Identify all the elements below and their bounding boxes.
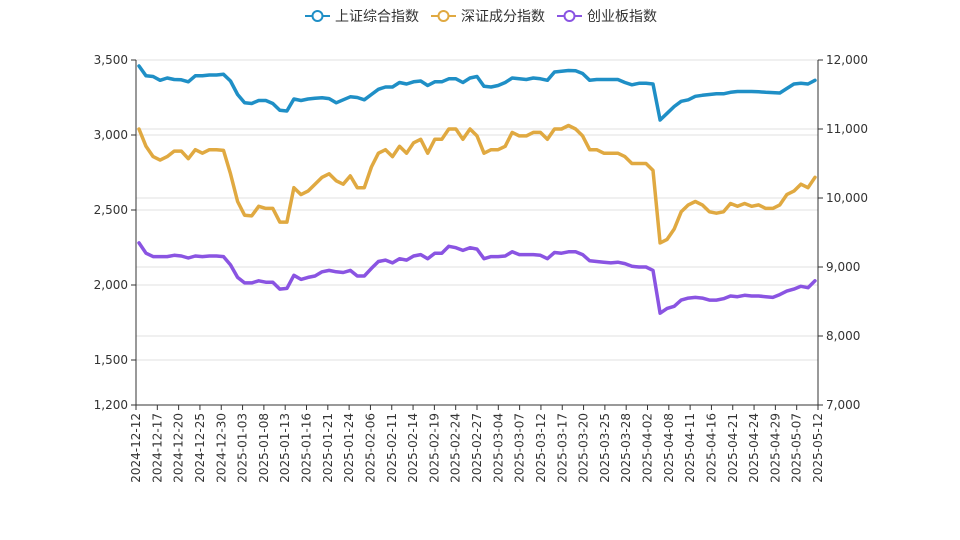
legend-marker-szse — [437, 10, 450, 22]
x-tick-label: 2025-04-02 — [641, 413, 655, 483]
x-tick-label: 2025-01-03 — [236, 413, 250, 483]
legend: 上证综合指数 深证成分指数 创业板指数 — [305, 9, 657, 25]
left-tick-label: 3,500 — [94, 53, 128, 67]
x-tick-label: 2025-02-11 — [385, 413, 399, 483]
x-tick-label: 2024-12-17 — [150, 413, 164, 483]
series-line-1 — [137, 123, 817, 245]
x-tick-label: 2025-01-16 — [300, 413, 314, 483]
x-tick-label: 2025-04-16 — [704, 413, 718, 483]
x-tick-label: 2024-12-25 — [193, 413, 207, 483]
series-line-0 — [137, 64, 817, 122]
series-line-2 — [137, 241, 817, 315]
legend-item-chinext[interactable]: 创业板指数 — [557, 9, 657, 25]
x-tick-label: 2025-03-04 — [491, 413, 505, 483]
x-tick-label: 2025-04-29 — [768, 413, 782, 483]
x-tick-label: 2025-01-08 — [257, 413, 271, 483]
x-tick-label: 2025-03-17 — [555, 413, 569, 483]
right-tick-label: 12,000 — [826, 53, 868, 67]
left-tick-label: 1,500 — [94, 353, 128, 367]
x-tick-label: 2025-04-24 — [747, 413, 761, 483]
x-tick-label: 2025-03-25 — [598, 413, 612, 483]
x-tick-label: 2025-02-06 — [363, 413, 377, 483]
x-tick-label: 2025-03-28 — [619, 413, 633, 483]
right-tick-label: 11,000 — [826, 122, 868, 136]
legend-marker-sse — [311, 10, 324, 22]
left-tick-label: 2,500 — [94, 203, 128, 217]
x-tick-label: 2024-12-12 — [129, 413, 143, 483]
x-tick-label: 2025-01-24 — [342, 413, 356, 483]
legend-label-chinext: 创业板指数 — [587, 9, 657, 25]
legend-item-szse[interactable]: 深证成分指数 — [431, 9, 545, 25]
right-tick-label: 10,000 — [826, 191, 868, 205]
x-tick-label: 2025-05-12 — [811, 413, 825, 483]
x-tick-label: 2025-05-07 — [790, 413, 804, 483]
x-tick-label: 2025-03-07 — [513, 413, 527, 483]
x-tick-label: 2025-04-08 — [662, 413, 676, 483]
x-tick-label: 2025-03-20 — [577, 413, 591, 483]
right-tick-label: 9,000 — [826, 260, 860, 274]
legend-label-szse: 深证成分指数 — [461, 9, 545, 25]
x-tick-label: 2025-02-19 — [427, 413, 441, 483]
axes: 3,500 3,000 2,500 2,000 1,500 1,200 12,000 11,0… — [94, 53, 868, 483]
left-tick-label: 3,000 — [94, 128, 128, 142]
x-tick-label: 2024-12-30 — [214, 413, 228, 483]
x-tick-label: 2025-02-14 — [406, 413, 420, 483]
right-tick-label: 8,000 — [826, 329, 860, 343]
x-tick-label: 2025-02-27 — [470, 413, 484, 483]
left-tick-label: 2,000 — [94, 278, 128, 292]
legend-item-sse[interactable]: 上证综合指数 — [305, 9, 419, 25]
x-tick-label: 2025-03-12 — [534, 413, 548, 483]
right-tick-label: 7,000 — [826, 398, 860, 412]
x-tick-label: 2025-04-11 — [683, 413, 697, 483]
grid — [136, 59, 818, 361]
x-tick-label: 2025-02-24 — [449, 413, 463, 483]
x-tick-label: 2025-01-21 — [321, 413, 335, 483]
x-tick-label: 2025-04-21 — [726, 413, 740, 483]
x-tick-label: 2025-01-13 — [278, 413, 292, 483]
left-tick-label: 1,200 — [94, 398, 128, 412]
series-group — [137, 64, 817, 315]
legend-marker-chinext — [563, 10, 576, 22]
legend-label-sse: 上证综合指数 — [335, 9, 419, 25]
x-tick-label: 2024-12-20 — [172, 413, 186, 483]
